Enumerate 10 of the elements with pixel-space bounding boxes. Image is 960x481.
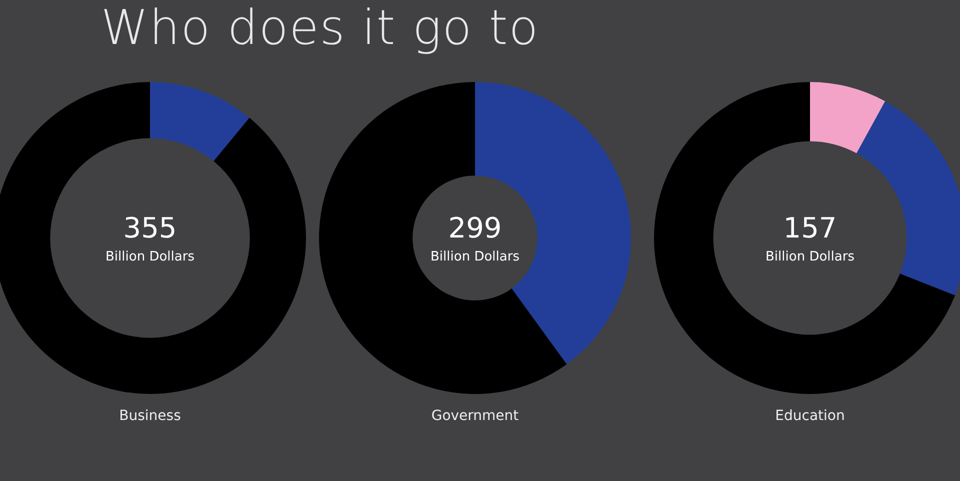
text: Business: [118, 408, 182, 424]
text: 157: [783, 211, 837, 244]
text: Billion Dollars: [766, 249, 855, 264]
text: Education: [774, 408, 846, 424]
text: Billion Dollars: [430, 249, 520, 264]
text: Billion Dollars: [106, 249, 195, 264]
text: 299: [448, 211, 502, 244]
text: Government: [430, 408, 520, 424]
text: 355: [123, 211, 177, 244]
chart-title: Who does it go to: [100, 0, 540, 56]
